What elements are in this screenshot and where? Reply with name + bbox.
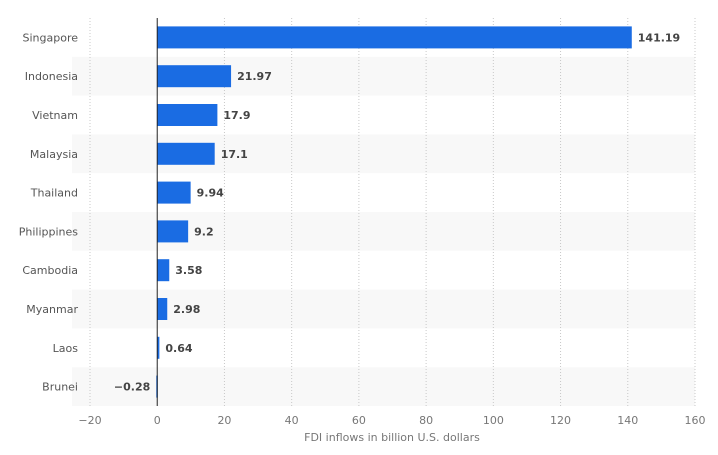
bar-cambodia bbox=[157, 259, 170, 282]
category-label: Laos bbox=[53, 342, 79, 355]
bar-singapore bbox=[157, 26, 632, 49]
data-label: 17.9 bbox=[223, 109, 250, 122]
category-label: Brunei bbox=[42, 381, 78, 394]
bar-myanmar bbox=[157, 298, 168, 320]
x-tick-label: 100 bbox=[483, 414, 504, 427]
data-label: 9.2 bbox=[194, 225, 214, 238]
bar-indonesia bbox=[157, 65, 232, 88]
category-label: Philippines bbox=[19, 225, 79, 238]
data-label: 17.1 bbox=[221, 148, 248, 161]
x-tick-label: 120 bbox=[550, 414, 571, 427]
data-label: 21.97 bbox=[237, 70, 272, 83]
x-tick-label: 80 bbox=[419, 414, 433, 427]
x-tick-label: 40 bbox=[285, 414, 299, 427]
category-label: Myanmar bbox=[26, 303, 78, 316]
data-label: 141.19 bbox=[638, 31, 680, 44]
bar-malaysia bbox=[157, 142, 215, 165]
x-tick-label: 20 bbox=[217, 414, 231, 427]
x-tick-label: 0 bbox=[154, 414, 161, 427]
bar-philippines bbox=[157, 220, 189, 243]
category-label: Indonesia bbox=[25, 70, 78, 83]
data-label: 3.58 bbox=[175, 264, 202, 277]
data-label: 0.64 bbox=[165, 342, 192, 355]
data-label: −0.28 bbox=[114, 381, 150, 394]
x-tick-label: 140 bbox=[617, 414, 638, 427]
category-label: Singapore bbox=[23, 31, 79, 44]
x-tick-label: 160 bbox=[685, 414, 706, 427]
x-axis-title: FDI inflows in billion U.S. dollars bbox=[304, 431, 480, 444]
data-label: 2.98 bbox=[173, 303, 200, 316]
category-label: Thailand bbox=[30, 187, 78, 200]
category-label: Cambodia bbox=[22, 264, 78, 277]
row-stripe bbox=[72, 289, 695, 329]
data-label: 9.94 bbox=[197, 187, 224, 200]
category-label: Vietnam bbox=[32, 109, 78, 122]
bar-laos bbox=[157, 336, 160, 359]
x-tick-label: −20 bbox=[78, 414, 101, 427]
row-stripe bbox=[72, 367, 695, 406]
x-tick-label: 60 bbox=[352, 414, 366, 427]
bar-vietnam bbox=[157, 104, 218, 126]
category-label: Malaysia bbox=[30, 148, 78, 161]
bar-thailand bbox=[157, 181, 191, 204]
